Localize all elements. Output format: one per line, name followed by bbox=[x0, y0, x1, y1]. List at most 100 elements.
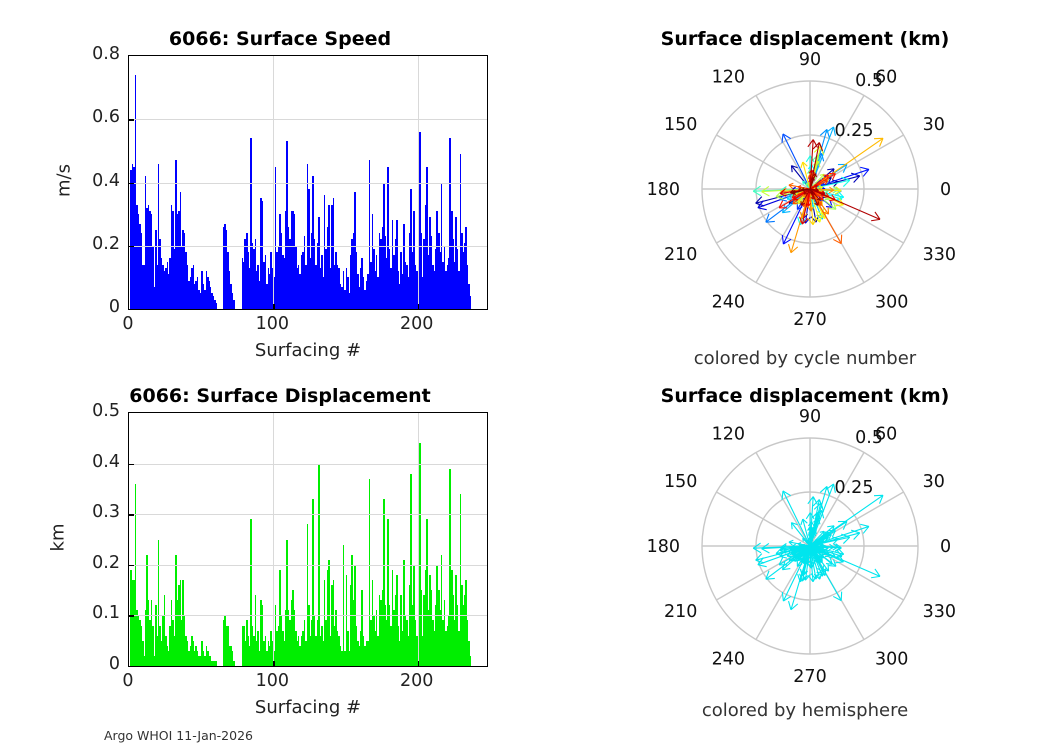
bar bbox=[290, 600, 293, 666]
y-axis-tick-mark bbox=[129, 564, 134, 567]
bar bbox=[414, 620, 417, 666]
bar bbox=[225, 625, 228, 666]
bar bbox=[432, 264, 434, 309]
polar-vector-arrowhead bbox=[761, 542, 770, 550]
polar-vector-arrowhead bbox=[794, 559, 800, 562]
bar bbox=[437, 590, 440, 666]
bar bbox=[403, 223, 405, 309]
polar-vector-arrowhead bbox=[834, 547, 842, 552]
y-axis-tick-label: 0.1 bbox=[92, 603, 120, 624]
displacement-bars-group bbox=[129, 413, 487, 666]
grid-line-horizontal bbox=[129, 615, 487, 617]
polar-radius-label: 0.5 bbox=[855, 428, 883, 448]
bar bbox=[172, 620, 174, 666]
polar-cycle-plot: 0 30 60 90 120 150 180 210 240 270 300 330 0.25 0.5 bbox=[647, 50, 956, 330]
polar-vector-arrowhead bbox=[851, 172, 860, 177]
y-axis-tick-mark bbox=[129, 182, 134, 184]
polar-vector-arrowhead bbox=[827, 525, 835, 528]
bar bbox=[357, 640, 359, 666]
polar-vector-arrowhead bbox=[757, 564, 767, 568]
polar-vector-arrowhead bbox=[778, 557, 784, 566]
bar bbox=[315, 264, 317, 309]
polar-vector-arrowhead bbox=[798, 187, 802, 191]
bar bbox=[141, 640, 144, 666]
polar-vector-arrowhead bbox=[793, 552, 796, 557]
bar bbox=[287, 226, 290, 309]
bar bbox=[256, 271, 258, 309]
bar bbox=[206, 650, 209, 666]
y-axis-tick-label: 0.2 bbox=[92, 233, 120, 254]
polar-vector bbox=[802, 161, 811, 190]
bar bbox=[302, 630, 304, 666]
bar bbox=[407, 635, 410, 666]
bar bbox=[380, 600, 382, 666]
polar-vector-arrowhead bbox=[817, 567, 824, 573]
bar bbox=[167, 274, 170, 309]
bar bbox=[162, 615, 164, 666]
bar bbox=[257, 264, 260, 309]
displacement-y-axis-label: km bbox=[47, 523, 69, 552]
polar-vector-arrowhead bbox=[797, 185, 802, 188]
polar-vector-arrowhead bbox=[782, 133, 791, 140]
bar bbox=[136, 610, 138, 666]
bar bbox=[335, 610, 338, 666]
polar-vector-arrowhead bbox=[818, 142, 824, 152]
polar-vector-arrowhead bbox=[801, 218, 809, 225]
polar-vector-arrowhead bbox=[790, 603, 799, 611]
bar bbox=[466, 264, 469, 309]
bar bbox=[212, 296, 215, 309]
bar bbox=[199, 655, 202, 666]
polar-vector-arrowhead bbox=[853, 532, 861, 540]
x-axis-tick-mark bbox=[417, 661, 420, 666]
bar bbox=[332, 198, 335, 309]
polar-vector-arrowhead bbox=[821, 196, 824, 200]
bar bbox=[144, 610, 147, 666]
bar bbox=[326, 226, 329, 309]
bar bbox=[195, 280, 197, 309]
polar-vector-arrowhead bbox=[802, 518, 808, 524]
bar bbox=[276, 630, 278, 666]
polar-vector-arrowhead bbox=[752, 190, 762, 197]
bar bbox=[250, 519, 252, 666]
bar bbox=[139, 223, 141, 309]
polar-vector-arrowhead bbox=[790, 246, 799, 254]
bar bbox=[267, 267, 270, 309]
bar bbox=[433, 271, 436, 309]
bar bbox=[381, 226, 384, 309]
bar bbox=[297, 635, 300, 666]
bar bbox=[280, 233, 283, 309]
bar bbox=[266, 650, 268, 666]
bar bbox=[355, 625, 358, 666]
polar-vector-arrowhead bbox=[833, 595, 842, 602]
bar bbox=[409, 585, 411, 666]
bar bbox=[202, 650, 205, 666]
bar bbox=[208, 655, 210, 666]
polar-vector-arrowhead bbox=[802, 180, 806, 183]
x-axis-tick-mark bbox=[417, 304, 420, 309]
polar-vector-arrowhead bbox=[802, 537, 806, 540]
bar bbox=[208, 280, 210, 309]
polar-vector-arrowhead bbox=[783, 238, 792, 245]
bar bbox=[191, 267, 193, 309]
bar bbox=[256, 640, 258, 666]
polar-vector-arrowhead bbox=[775, 196, 784, 200]
polar-vector-arrowhead bbox=[797, 563, 803, 567]
bar bbox=[198, 290, 200, 309]
polar-vector-arrowhead bbox=[810, 196, 814, 200]
polar-vector-arrowhead bbox=[826, 126, 834, 133]
bar bbox=[448, 615, 450, 666]
bar bbox=[131, 579, 134, 666]
polar-vector-arrowhead bbox=[765, 220, 775, 223]
polar-vector-arrowhead bbox=[780, 186, 787, 191]
polar-vector-arrowhead bbox=[797, 542, 802, 545]
bar bbox=[156, 635, 159, 666]
bar bbox=[284, 210, 287, 309]
bar bbox=[465, 579, 467, 666]
panel-surface-speed: 6066: Surface Speed 0 0.2 0.4 0.6 0.8 0 100 20… bbox=[0, 0, 520, 375]
bar bbox=[342, 544, 345, 666]
grid-line-vertical bbox=[417, 56, 419, 309]
polar-vector-arrowhead bbox=[799, 216, 803, 225]
bar bbox=[413, 210, 415, 309]
bar bbox=[329, 267, 332, 309]
bar bbox=[140, 233, 143, 309]
